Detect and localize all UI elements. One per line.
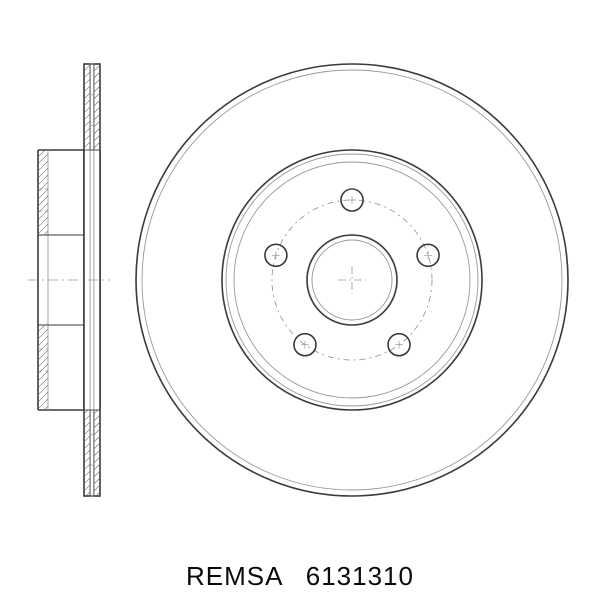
side-view xyxy=(0,64,600,496)
part-number: 6131310 xyxy=(306,561,414,591)
brand-label: REMSA xyxy=(186,561,283,591)
front-view xyxy=(136,64,568,496)
caption: REMSA 6131310 xyxy=(0,561,600,592)
technical-drawing xyxy=(0,0,600,600)
